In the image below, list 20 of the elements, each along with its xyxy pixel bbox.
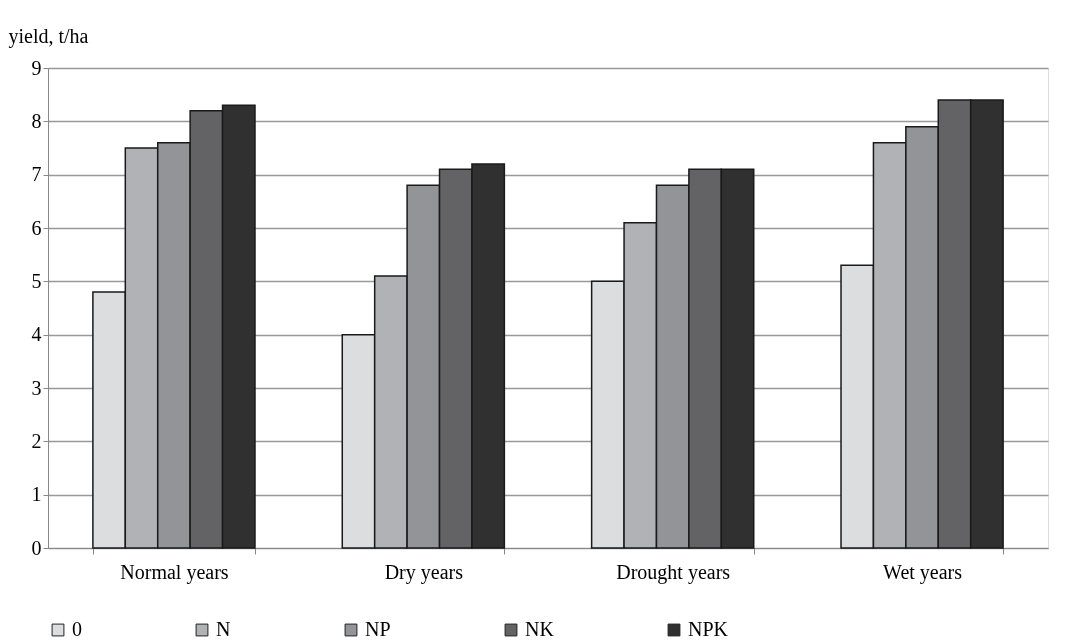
legend-label: NPK [688, 618, 729, 640]
y-tick-label: 8 [31, 109, 42, 132]
x-tick-label: Drought years [616, 560, 731, 584]
y-tick-label: 6 [31, 216, 42, 239]
legend-label: N [216, 618, 231, 640]
y-tick-label: 1 [31, 483, 42, 506]
y-tick-label: 2 [31, 429, 42, 452]
y-tick-label: 3 [31, 376, 42, 399]
x-tick-label: Normal years [120, 560, 229, 584]
x-tick-label: Dry years [384, 560, 464, 584]
legend-label: NP [365, 618, 391, 640]
y-tick-label: 5 [31, 269, 42, 292]
y-tick-label: 4 [31, 323, 42, 346]
x-tick-label: Wet years [883, 560, 963, 584]
y-tick-label: 9 [31, 56, 42, 79]
y-axis-title: yield, t/ha [8, 24, 89, 48]
y-tick-label: 0 [31, 536, 42, 559]
legend-label: 0 [72, 618, 82, 640]
y-tick-label: 7 [31, 163, 42, 186]
legend-label: NK [525, 618, 555, 640]
